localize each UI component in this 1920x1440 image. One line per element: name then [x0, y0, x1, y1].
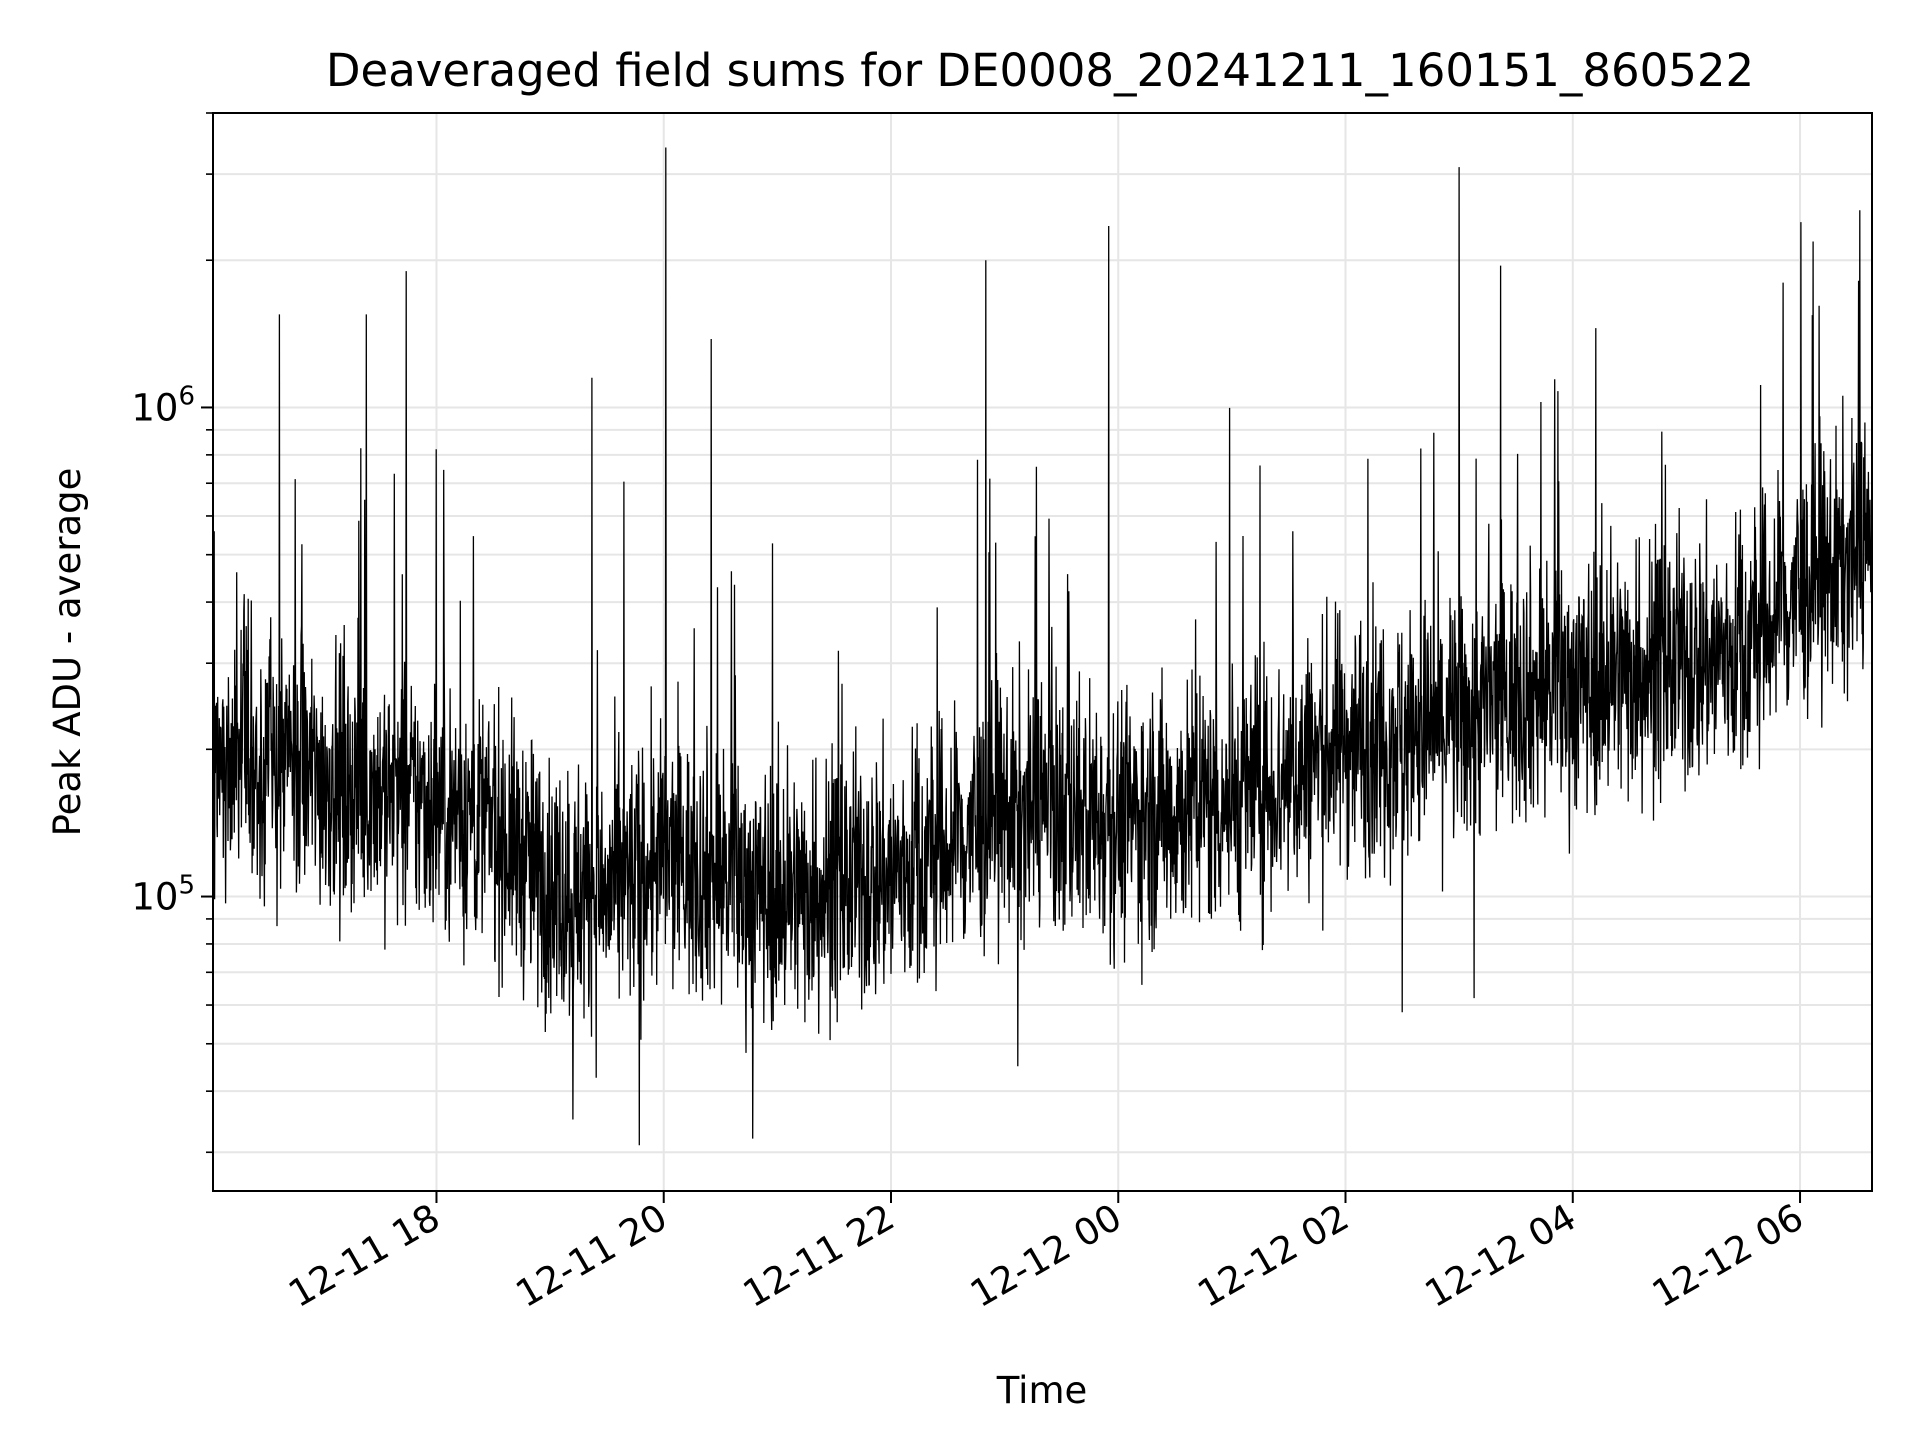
y-axis-label: Peak ADU - average [46, 468, 89, 837]
series-line [213, 147, 1872, 1146]
y-tick-label: 105 [131, 871, 195, 919]
x-axis-label: Time [996, 1369, 1088, 1412]
y-axis: 105 106 [131, 112, 213, 1154]
plot-frame [212, 112, 1873, 1192]
chart-title: Deaveraged field sums for DE0008_2024121… [326, 44, 1754, 97]
y-tick-label: 106 [131, 381, 195, 429]
plot-area [213, 147, 1872, 1146]
